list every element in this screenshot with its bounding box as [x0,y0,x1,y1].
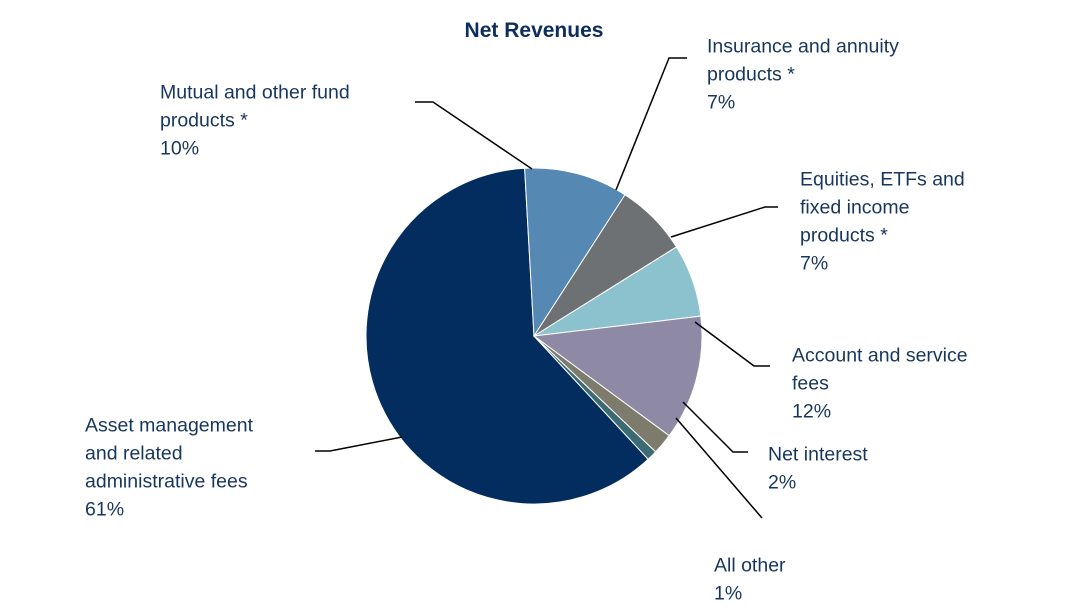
slice-percent: 1% [714,583,742,605]
slice-label-line: and related [85,443,183,465]
slice-percent: 10% [160,138,199,160]
slice-percent: 12% [792,401,831,423]
slice-label-line: Account and service [792,345,968,367]
slice-label-line: Insurance and annuity [707,36,899,58]
slice-label: Equities, ETFs and fixed income products *… [800,169,965,275]
pie-slice [524,167,626,338]
slice-label-line: products * [707,64,795,86]
slice-label: All other 1% [714,555,786,605]
slice-percent: 7% [707,92,735,114]
slice-label-line: Mutual and other fund [160,82,350,104]
slice-percent: 61% [85,499,124,521]
leader-lines [315,57,778,519]
slice-label-line: products * [160,110,248,132]
pie-slice [532,315,703,437]
slice-percent: 7% [800,253,828,275]
slice-label-line: Equities, ETFs and [800,169,965,191]
slice-label-line: Net interest [768,444,868,466]
leader-line [615,57,687,191]
slice-label-line: fees [792,373,829,395]
slice-label-line: administrative fees [85,471,248,493]
pie-slice [533,335,657,460]
slice-label: Asset management and related administrativ… [85,415,254,521]
leader-line [682,401,748,453]
slice-label-line: Asset management [85,415,254,437]
slice-percent: 2% [768,472,796,494]
slice-label-line: products * [800,225,888,247]
slice-label: Account and service fees 12% [792,345,968,423]
pie-slices [365,167,703,505]
pie-slice [365,167,649,505]
leader-line [694,321,770,367]
leader-line [415,101,533,170]
leader-line [670,206,778,238]
leader-line [315,436,403,452]
slice-labels: Asset management and related administrativ… [85,36,968,605]
slice-label-line: All other [714,555,786,577]
slice-label: Net interest 2% [768,444,868,494]
slice-label: Mutual and other fund products * 10% [160,82,350,160]
slice-label-line: fixed income [800,197,909,219]
chart-title: Net Revenues [465,19,604,42]
slice-label: Insurance and annuity products * 7% [707,36,899,114]
leader-line [675,417,763,519]
